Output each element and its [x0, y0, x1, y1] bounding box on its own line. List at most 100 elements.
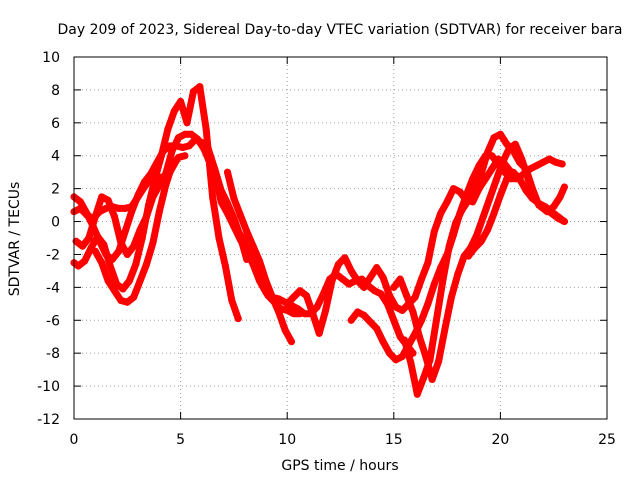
data-point	[418, 275, 425, 283]
data-point	[164, 125, 172, 133]
data-point	[100, 241, 108, 249]
data-point	[181, 130, 189, 138]
data-point	[390, 283, 398, 291]
data-point	[130, 293, 138, 301]
data-point	[424, 300, 432, 308]
data-point	[484, 148, 492, 156]
series-line	[204, 155, 417, 357]
x-tick-label: 15	[385, 432, 403, 448]
data-point	[104, 277, 112, 285]
data-point	[339, 275, 347, 283]
data-point	[418, 316, 425, 324]
data-point	[464, 196, 472, 204]
data-point	[456, 188, 464, 196]
x-tick-label: 10	[278, 432, 296, 448]
data-point	[132, 260, 140, 268]
data-point	[123, 251, 131, 258]
data-point	[76, 198, 84, 206]
data-point	[81, 257, 89, 265]
data-point	[76, 204, 84, 212]
data-point	[96, 208, 104, 216]
data-point	[111, 213, 118, 221]
data-point	[347, 316, 355, 324]
plot-frame	[73, 56, 608, 420]
data-point	[243, 247, 251, 255]
y-tick-label: 4	[51, 149, 60, 165]
data-point	[477, 170, 485, 178]
data-point	[390, 316, 398, 324]
data-point	[516, 175, 524, 183]
data-point	[464, 252, 472, 260]
data-point	[123, 298, 131, 306]
data-point	[435, 357, 443, 365]
data-point	[407, 359, 415, 367]
x-tick-label: 25	[598, 432, 616, 448]
data-point	[302, 292, 310, 300]
data-point	[548, 208, 556, 216]
data-point	[143, 260, 150, 268]
data-point	[441, 325, 449, 332]
data-point	[473, 231, 481, 239]
data-point	[450, 185, 457, 193]
data-point	[111, 287, 118, 295]
data-point	[511, 140, 519, 148]
data-point	[471, 186, 479, 194]
y-tick-label: 0	[51, 215, 60, 231]
y-tick-label: -4	[46, 280, 60, 296]
data-point	[177, 97, 185, 105]
data-point	[396, 275, 404, 283]
data-point	[181, 152, 189, 160]
y-tick-label: 8	[51, 83, 60, 99]
data-point	[392, 356, 400, 364]
data-point	[403, 292, 411, 300]
data-point	[224, 209, 231, 217]
series-sat-track-4	[70, 157, 180, 222]
data-point	[401, 336, 408, 344]
data-point	[479, 213, 487, 221]
data-point	[106, 262, 114, 270]
data-point	[275, 308, 283, 316]
data-point	[496, 191, 504, 199]
data-point	[505, 145, 513, 153]
data-point	[94, 232, 101, 240]
data-point	[185, 142, 193, 150]
data-point	[528, 195, 536, 202]
y-tick-label: 6	[51, 116, 60, 132]
data-point	[130, 242, 138, 250]
data-point	[89, 214, 97, 222]
data-point	[209, 193, 217, 201]
series-sat-track-7	[224, 168, 295, 346]
data-point	[136, 226, 144, 234]
data-point	[471, 244, 479, 252]
chart-title: Day 209 of 2023, Sidereal Day-to-day VTE…	[57, 22, 622, 38]
data-point	[125, 277, 133, 285]
data-point	[409, 308, 417, 316]
data-point	[398, 353, 406, 360]
data-point	[296, 287, 304, 295]
y-tick-label: -12	[37, 412, 60, 428]
data-point	[379, 274, 387, 281]
data-point	[243, 227, 251, 235]
data-point	[503, 175, 511, 183]
data-point	[430, 227, 438, 235]
data-point	[128, 203, 136, 211]
data-point	[452, 219, 460, 227]
data-point	[469, 175, 477, 183]
data-point	[79, 242, 86, 250]
data-point	[189, 88, 197, 96]
data-point	[91, 247, 99, 255]
data-point	[392, 303, 400, 311]
data-point	[155, 208, 163, 216]
data-point	[121, 227, 129, 235]
data-point	[420, 374, 428, 382]
data-point	[224, 168, 231, 176]
data-point	[236, 236, 244, 244]
data-point	[366, 318, 374, 326]
data-point	[379, 338, 387, 346]
data-point	[194, 135, 202, 143]
data-point	[411, 293, 419, 301]
data-point	[496, 130, 504, 138]
y-tick-label: -8	[46, 346, 60, 362]
x-tick-label: 0	[70, 432, 79, 448]
